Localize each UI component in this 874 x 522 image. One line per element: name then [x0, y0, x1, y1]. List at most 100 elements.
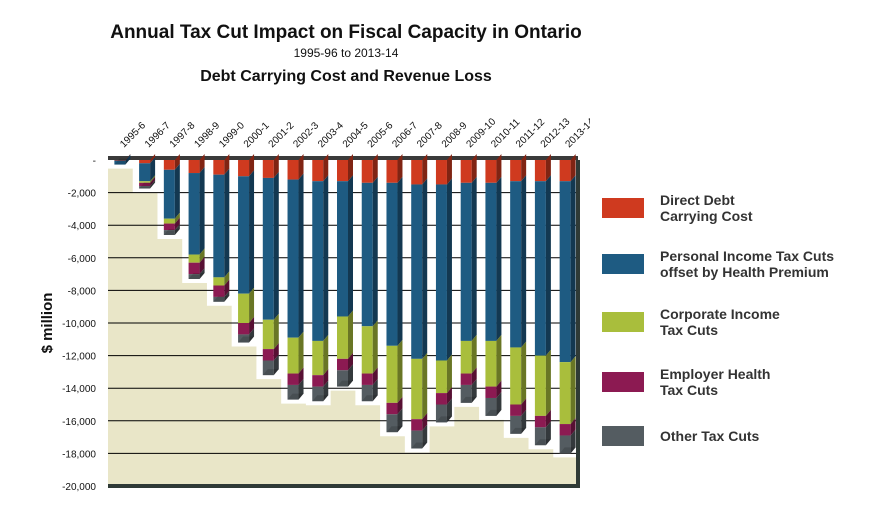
bar-side-other [323, 380, 329, 402]
bar-side-personal [348, 175, 353, 317]
bar-employer [559, 424, 571, 436]
bar-other [238, 334, 250, 343]
chart-subtitle-2: Debt Carrying Cost and Revenue Loss [200, 68, 492, 85]
bar-side-corporate [199, 248, 205, 263]
bar-employer [337, 358, 348, 371]
bar-side-personal [323, 175, 329, 341]
bar-side-other [471, 378, 477, 403]
bar-bottom-face [460, 396, 477, 403]
bar-employer [262, 349, 274, 361]
bar-corporate [386, 345, 398, 403]
bar-debt [460, 160, 472, 183]
bar-debt [534, 160, 546, 182]
bar-bottom-face [163, 228, 180, 235]
legend-label-corporate: Corporate Income Tax Cuts [660, 306, 780, 338]
bar-bottom-face [361, 395, 378, 402]
bar-side-corporate [174, 212, 180, 224]
bar-bottom-face [386, 426, 403, 433]
x-tick-label: 2007-8 [415, 120, 445, 150]
legend-label-other: Other Tax Cuts [660, 428, 760, 444]
bar-bottom-face [213, 295, 230, 302]
bar-personal [510, 181, 522, 348]
x-tick-label: 1998-9 [192, 120, 222, 150]
bar-employer [188, 262, 200, 275]
bar-debt [312, 160, 324, 182]
bar-corporate [163, 218, 175, 224]
bar-personal [262, 177, 274, 320]
bar-personal [361, 182, 373, 327]
bar-group-2003-4 [312, 154, 329, 402]
bar-side-personal [570, 175, 576, 363]
bar-personal [287, 179, 299, 338]
bar-side-other [545, 421, 551, 446]
bar-side-debt [298, 154, 304, 180]
y-tick-label: -2,000 [68, 189, 97, 200]
bar-other [386, 414, 398, 433]
bar-side-other [150, 180, 156, 189]
y-tick-label: -20,000 [62, 482, 96, 493]
bar-personal [460, 182, 472, 341]
bar-side-employer [273, 343, 279, 361]
bar-side-personal [422, 178, 428, 359]
x-tick-label: 2001-2 [267, 120, 297, 150]
bar-side-employer [521, 398, 527, 416]
bar-side-debt [174, 154, 180, 170]
y-tick-label: -6,000 [68, 254, 97, 265]
bar-other [510, 415, 522, 434]
bar-side-employer [446, 387, 452, 405]
bar-bottom-face [411, 442, 428, 449]
bar-other [485, 397, 497, 416]
bar-debt [411, 160, 423, 185]
bar-side-other [224, 290, 230, 302]
bar-corporate [559, 362, 571, 425]
bar-debt [139, 160, 151, 164]
bar-side-debt [422, 154, 428, 185]
bar-side-corporate [570, 356, 576, 425]
bar-side-personal [273, 171, 279, 320]
bar-group-2000-1 [238, 154, 255, 343]
x-tick-label: 2000-1 [242, 120, 272, 150]
bar-other [287, 384, 299, 400]
legend-swatch-corporate [602, 312, 644, 332]
bar-side-debt [273, 154, 279, 178]
bar-side-corporate [496, 334, 502, 387]
bar-group-1999-0 [213, 154, 230, 302]
bar-side-personal [471, 176, 477, 341]
bar-side-personal [199, 167, 205, 255]
bar-other [188, 274, 200, 279]
bar-bottom-face [534, 439, 551, 446]
bar-side-employer [471, 367, 477, 385]
bar-side-corporate [348, 310, 353, 359]
bar-employer [287, 373, 299, 385]
bar-employer [163, 223, 175, 231]
bar-side-debt [372, 154, 378, 183]
bar-side-personal [125, 154, 131, 165]
bar-corporate [262, 319, 274, 350]
bar-bottom-face [238, 336, 255, 343]
y-axis-label: $ million [39, 293, 56, 354]
bar-employer [213, 285, 225, 297]
legend-item-personal: Personal Income Tax Cuts offset by Healt… [602, 248, 870, 280]
bar-side-other [521, 409, 527, 434]
bar-personal [238, 176, 250, 294]
bar-corporate [238, 293, 250, 323]
bar-employer [312, 375, 324, 387]
bar-side-other [422, 424, 428, 449]
bar-bottom-face [139, 182, 156, 189]
bar-personal [139, 163, 151, 182]
bar-side-employer [150, 176, 156, 187]
bar-debt [361, 160, 373, 183]
bar-debt [163, 160, 175, 170]
bar-employer [534, 415, 546, 428]
bar-debt [262, 160, 274, 178]
bar-group-1997-8 [163, 154, 180, 235]
bar-corporate [460, 340, 472, 374]
bar-side-corporate [521, 341, 527, 405]
bar-debt [510, 160, 522, 182]
bar-side-other [372, 378, 378, 402]
bar-side-personal [298, 173, 304, 338]
bar-side-corporate [249, 287, 255, 323]
bar-corporate [188, 254, 200, 263]
bar-other [139, 186, 151, 189]
legend-item-other: Other Tax Cuts [602, 426, 870, 446]
